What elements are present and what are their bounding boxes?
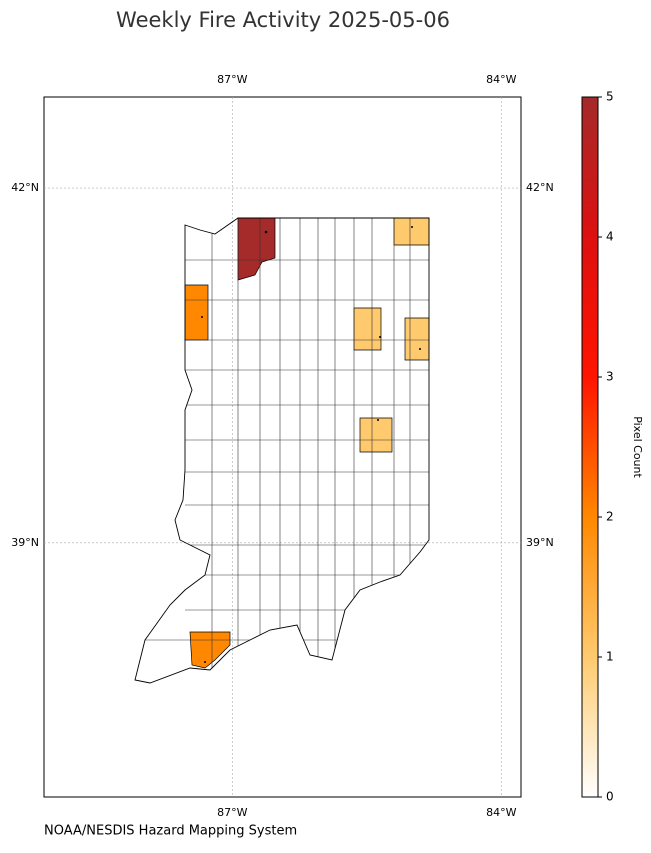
lat-label: 39°N [526,536,554,549]
lat-label: 39°N [11,536,39,549]
colorbar-tick-label: 5 [606,90,614,104]
lon-label: 87°W [217,806,247,819]
colorbar-tick-label: 4 [606,230,614,244]
lon-label: 84°W [486,806,516,819]
fire-point [377,419,379,421]
county-fill [353,307,382,351]
fire-point [264,230,268,234]
colorbar-tick-label: 1 [606,650,614,664]
fire-point [411,226,413,228]
fire-point [201,316,203,318]
fire-point [204,661,206,663]
county-fill [189,631,231,669]
county-fill [393,217,430,246]
county-fill [404,317,430,361]
colorbar [581,96,599,798]
title: Weekly Fire Activity 2025-05-06 [116,8,450,32]
lon-label: 84°W [486,73,516,86]
colorbar-tick-label: 3 [606,370,614,384]
lat-label: 42°N [11,181,39,194]
colorbar-tick-label: 2 [606,510,614,524]
source-note: NOAA/NESDIS Hazard Mapping System [44,824,297,839]
map-frame [43,96,522,798]
fire-point [419,348,421,350]
county-fill [359,417,393,453]
lon-label: 87°W [217,73,247,86]
fire-points [201,226,421,663]
colorbar-tick-label: 0 [606,790,614,804]
county-fill [237,217,276,281]
colorbar-label: Pixel Count [631,416,644,478]
county-lines [140,218,429,683]
lat-label: 42°N [526,181,554,194]
fire-point [379,336,381,338]
county-fill [184,284,209,341]
